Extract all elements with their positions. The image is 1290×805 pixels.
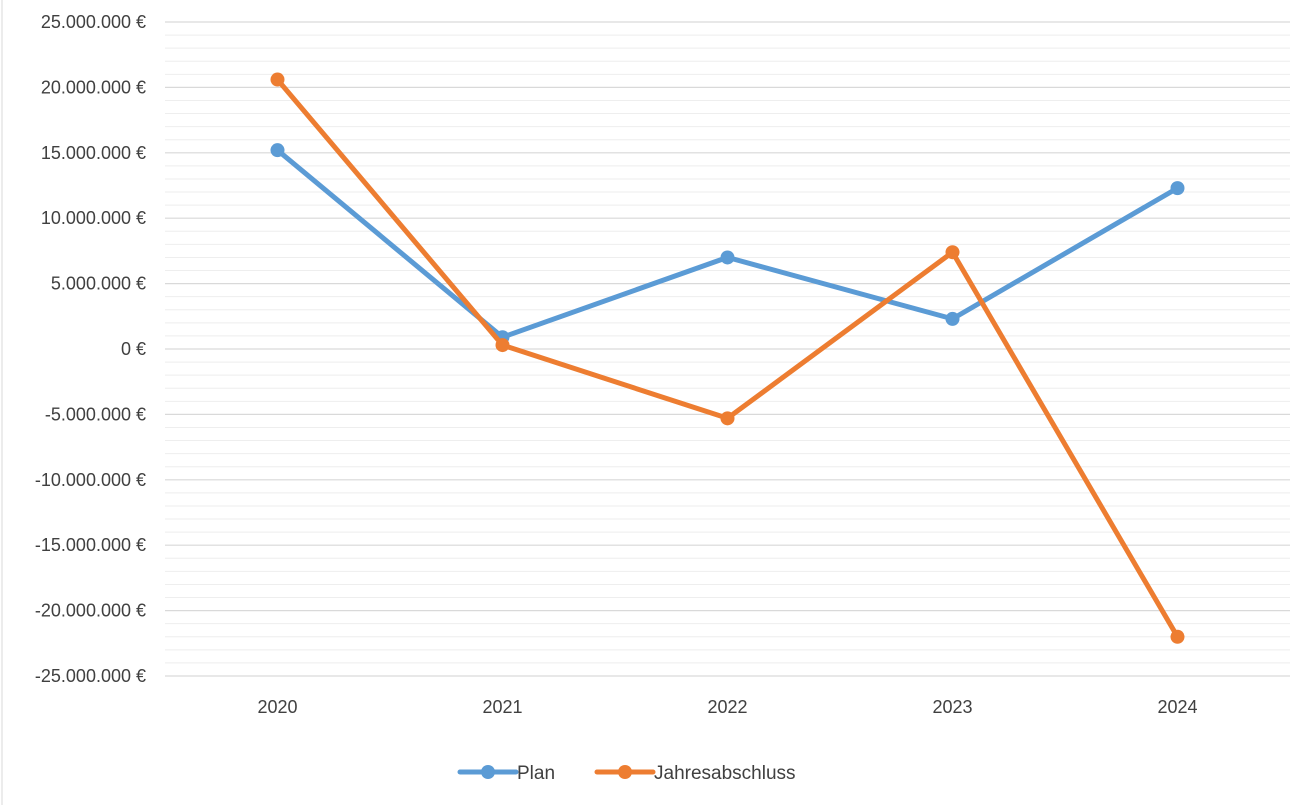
legend: Plan Jahresabschluss [457,763,796,784]
data-point [495,338,510,353]
legend-label: Plan [517,763,555,784]
data-point [945,245,960,260]
y-tick-label: 0 € [121,339,146,359]
x-tick-label: 2024 [1157,697,1197,717]
x-tick-label: 2023 [932,697,972,717]
y-tick-label: 10.000.000 € [41,208,146,228]
legend-marker [618,765,632,779]
legend-marker [481,765,495,779]
data-point [270,143,285,158]
y-tick-label: -20.000.000 € [35,601,146,621]
data-point [720,411,735,426]
y-tick-label: 15.000.000 € [41,143,146,163]
data-point [720,250,735,265]
legend-item-plan: Plan [457,763,555,784]
axes: 25.000.000 € 20.000.000 € 15.000.000 € 10.0… [1,0,1198,805]
x-tick-label: 2022 [707,697,747,717]
y-tick-label: -5.000.000 € [45,404,146,424]
legend-label: Jahresabschluss [654,763,796,784]
data-point [270,72,285,87]
y-tick-label: 25.000.000 € [41,12,146,32]
data-point [1170,629,1185,644]
gridlines [165,21,1290,677]
y-tick-label: 5.000.000 € [51,274,146,294]
series-lines [270,72,1185,644]
x-tick-label: 2020 [257,697,297,717]
data-point [945,311,960,326]
y-tick-label: 20.000.000 € [41,77,146,97]
data-point [1170,181,1185,196]
series-line-jahresabschluss [275,77,1180,640]
y-tick-label: -15.000.000 € [35,535,146,555]
x-tick-label: 2021 [482,697,522,717]
series-line-plan [275,147,1180,340]
legend-item-jahresabschluss: Jahresabschluss [594,763,796,784]
y-tick-label: -10.000.000 € [35,470,146,490]
y-tick-label: -25.000.000 € [35,666,146,686]
